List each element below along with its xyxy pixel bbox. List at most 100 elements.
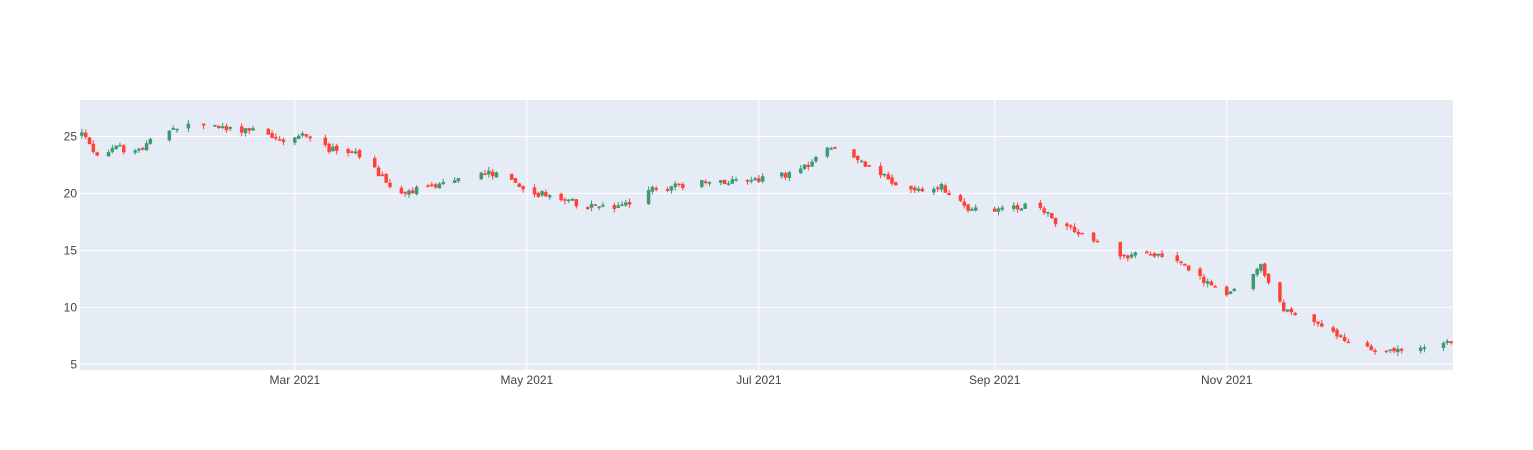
- candle-body: [829, 148, 833, 150]
- candle-increasing: [494, 171, 499, 178]
- candle-body: [1179, 261, 1183, 264]
- candle-body: [1278, 282, 1282, 302]
- candle-body: [703, 181, 708, 184]
- candle-increasing: [1396, 345, 1400, 356]
- candle-body: [1320, 323, 1324, 327]
- candle-increasing: [624, 199, 628, 207]
- candle-body: [483, 173, 487, 175]
- candle-body: [745, 180, 750, 182]
- candle-decreasing: [122, 143, 126, 155]
- candle-body: [1145, 251, 1149, 254]
- candles: [80, 120, 1453, 356]
- candle-body: [456, 178, 461, 182]
- candle-body: [509, 173, 514, 180]
- candle-decreasing: [1042, 206, 1046, 216]
- candle-body: [1369, 346, 1373, 351]
- candle-decreasing: [411, 187, 415, 194]
- candle-decreasing: [856, 155, 860, 164]
- candle-body: [1126, 255, 1130, 259]
- candle-increasing: [996, 206, 1001, 216]
- candle-decreasing: [141, 146, 145, 151]
- candle-body: [787, 172, 792, 179]
- candle-body: [650, 186, 655, 192]
- candle-decreasing: [878, 162, 883, 179]
- candle-decreasing: [894, 181, 898, 186]
- candle-body: [798, 168, 803, 174]
- candle-increasing: [175, 128, 179, 133]
- candle-increasing: [1228, 291, 1233, 295]
- candle-body: [247, 128, 251, 131]
- candle-increasing: [133, 148, 137, 155]
- candle-body: [83, 132, 88, 137]
- candle-body: [148, 138, 153, 144]
- candle-decreasing: [665, 186, 670, 193]
- candle-body: [939, 184, 944, 190]
- plot-background: [80, 100, 1453, 370]
- candle-decreasing: [612, 202, 617, 213]
- candle-body: [646, 190, 651, 205]
- candle-body: [1422, 347, 1427, 349]
- candle-body: [1441, 343, 1446, 349]
- candle-decreasing: [87, 136, 92, 145]
- candle-increasing: [213, 124, 217, 128]
- candle-decreasing: [380, 171, 385, 177]
- candle-body: [749, 179, 754, 182]
- candle-body: [536, 192, 541, 197]
- candle-body: [296, 135, 301, 139]
- candle-increasing: [452, 177, 457, 184]
- candle-body: [1449, 341, 1453, 344]
- candle-body: [217, 126, 221, 129]
- candle-body: [334, 145, 339, 151]
- candle-decreasing: [920, 186, 925, 193]
- candle-decreasing: [966, 203, 970, 213]
- candle-decreasing: [1091, 232, 1096, 243]
- candle-body: [669, 186, 674, 191]
- candle-decreasing: [544, 189, 548, 197]
- candle-decreasing: [270, 130, 274, 139]
- candle-decreasing: [1122, 254, 1126, 259]
- candle-decreasing: [1186, 265, 1191, 272]
- candle-body: [833, 147, 837, 149]
- y-gridlines: [80, 135, 1453, 365]
- candle-decreasing: [1224, 285, 1229, 297]
- candle-body: [1209, 281, 1214, 286]
- candle-increasing: [118, 142, 122, 147]
- candle-increasing: [566, 198, 571, 204]
- candle-body: [407, 190, 411, 195]
- candle-body: [760, 176, 765, 182]
- candle-body: [414, 186, 419, 195]
- x-tick-label: May 2021: [501, 373, 554, 387]
- candle-decreasing: [962, 198, 967, 209]
- candle-increasing: [749, 176, 754, 184]
- candle-body: [251, 128, 255, 131]
- candle-decreasing: [483, 169, 487, 176]
- candle-increasing: [540, 190, 544, 198]
- candle-body: [1186, 265, 1191, 271]
- candle-body: [620, 204, 624, 206]
- candle-body: [1076, 231, 1081, 235]
- candle-increasing: [331, 143, 335, 152]
- candle-decreasing: [1095, 239, 1100, 243]
- candle-increasing: [1418, 345, 1423, 354]
- candle-body: [1388, 349, 1392, 351]
- candle-decreasing: [586, 206, 590, 210]
- candle-decreasing: [703, 179, 708, 185]
- candle-decreasing: [1342, 333, 1347, 343]
- candle-body: [1183, 263, 1187, 266]
- candle-body: [943, 185, 947, 193]
- candle-decreasing: [1175, 252, 1179, 264]
- candle-decreasing: [863, 160, 868, 168]
- candle-body: [452, 180, 457, 183]
- candle-increasing: [171, 125, 175, 130]
- candle-decreasing: [1266, 273, 1271, 285]
- candle-body: [1316, 321, 1320, 324]
- candle-increasing: [137, 147, 141, 154]
- candle-increasing: [144, 140, 149, 151]
- candle-body: [220, 126, 225, 128]
- candle-body: [91, 143, 96, 152]
- candle-body: [970, 208, 974, 211]
- candle-decreasing: [1179, 260, 1183, 266]
- candle-increasing: [601, 201, 605, 208]
- candle-decreasing: [1320, 319, 1324, 328]
- candle-increasing: [707, 181, 712, 187]
